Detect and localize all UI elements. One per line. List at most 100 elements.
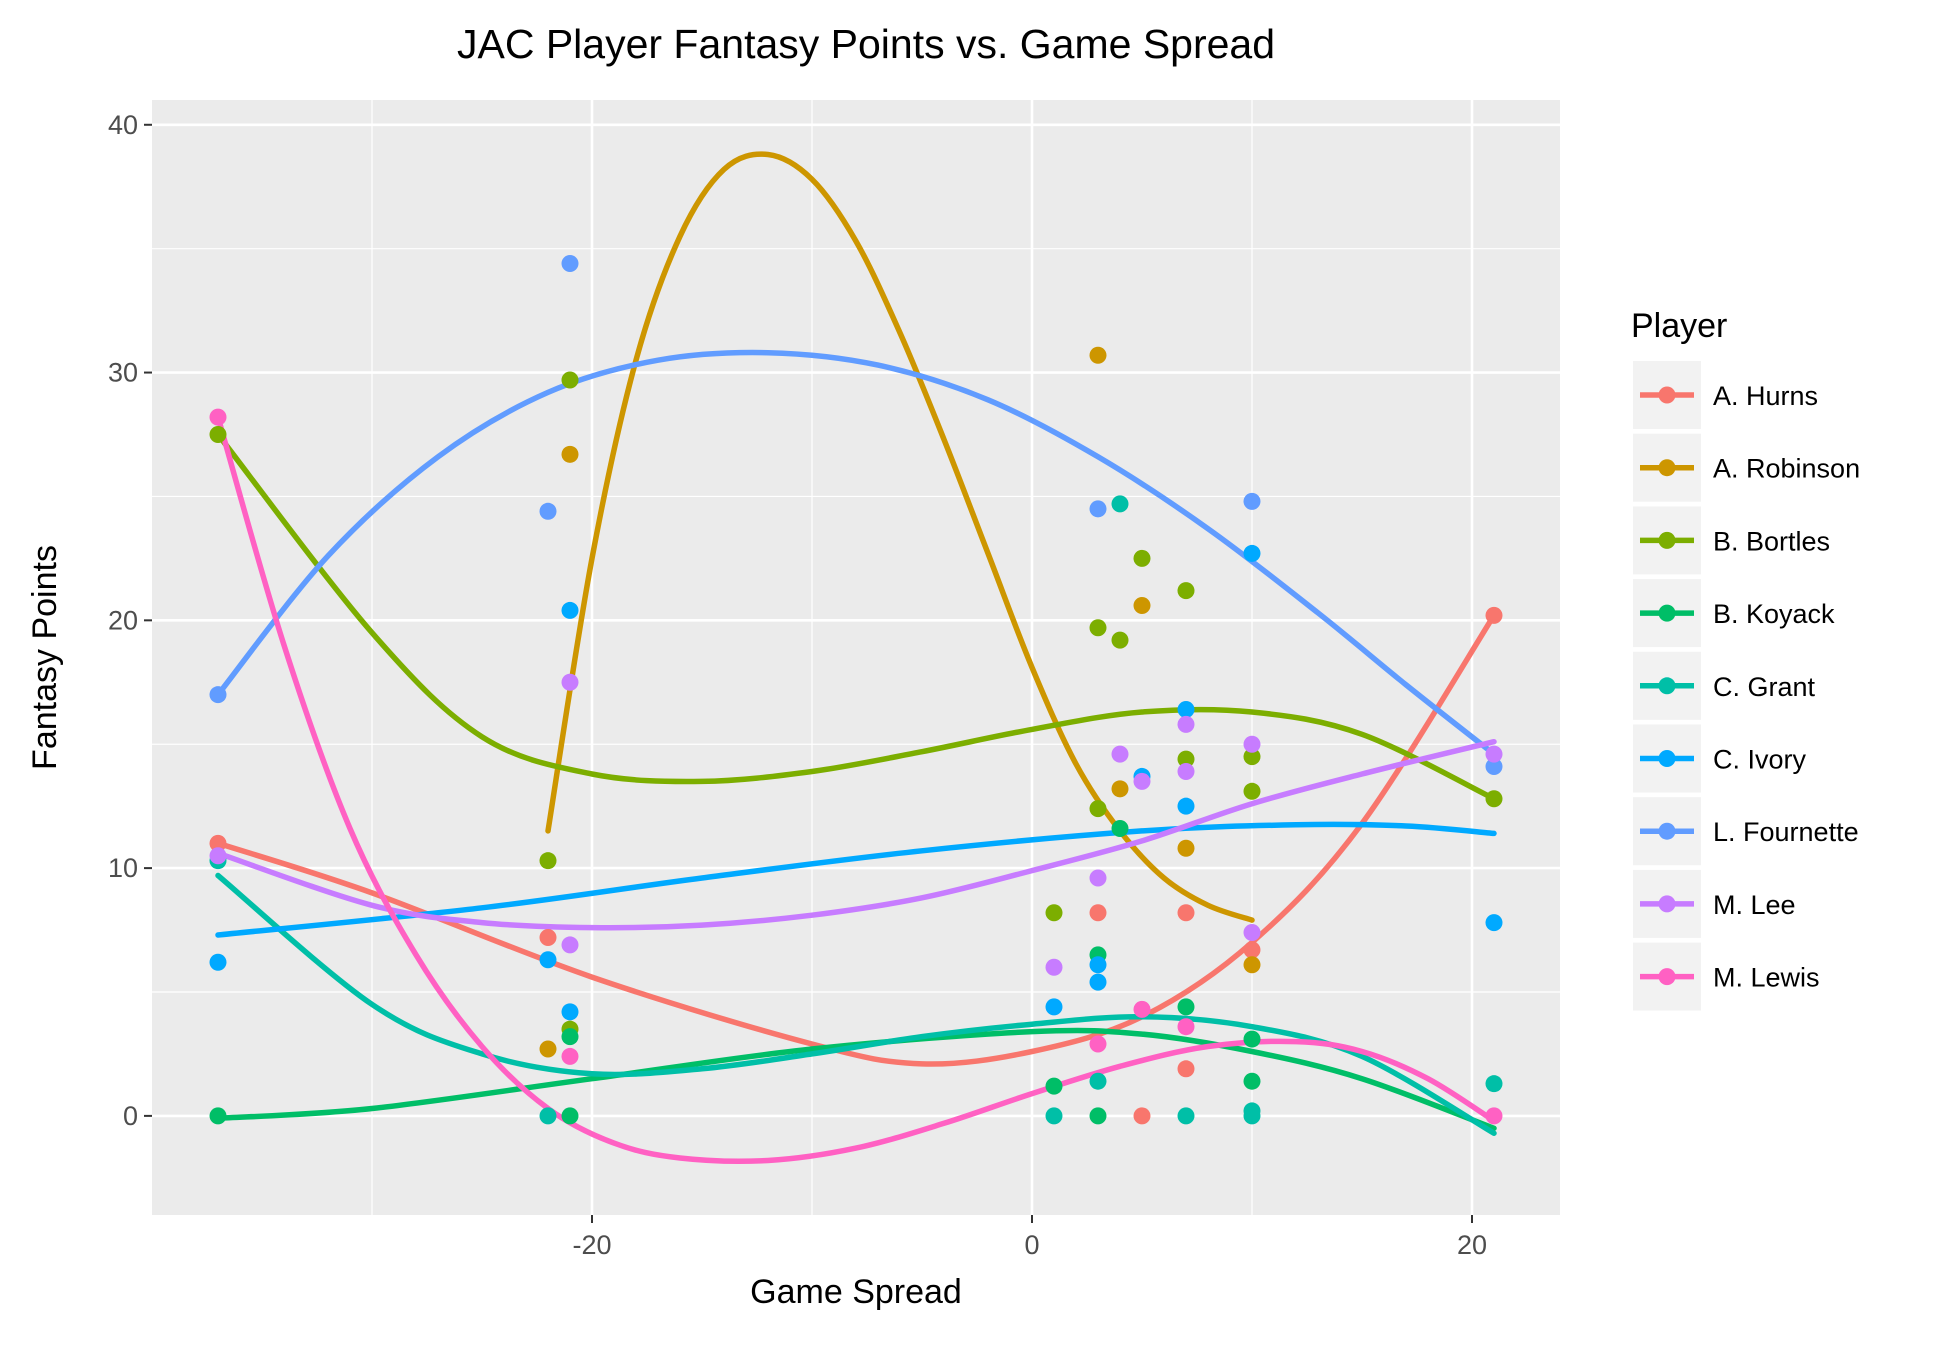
smooth-line-m-lee — [215, 738, 1497, 931]
point-a-robinson — [561, 445, 579, 463]
point-b-bortles — [539, 852, 557, 870]
point-b-bortles — [209, 426, 227, 443]
legend-title: Player — [1631, 307, 1727, 345]
point-m-lewis — [1133, 1000, 1151, 1018]
point-m-lee — [1089, 869, 1107, 887]
point-c-ivory — [1089, 956, 1107, 974]
point-m-lee — [1243, 924, 1261, 942]
legend-label: C. Ivory — [1713, 745, 1807, 775]
legend-item-b-bortles: B. Bortles — [1633, 506, 1830, 575]
chart-title: JAC Player Fantasy Points vs. Game Sprea… — [457, 21, 1275, 67]
point-b-bortles — [1485, 790, 1503, 808]
smooth-line-a-robinson — [545, 151, 1255, 923]
data-points — [209, 255, 1503, 1125]
legend-label: M. Lewis — [1713, 963, 1820, 993]
point-a-robinson — [1111, 780, 1129, 798]
legend-point — [1658, 822, 1676, 840]
point-m-lee — [1111, 745, 1129, 763]
point-b-bortles — [1243, 748, 1261, 766]
point-a-robinson — [1177, 839, 1195, 857]
point-l-fournette — [1089, 500, 1107, 518]
legend-label: M. Lee — [1713, 890, 1796, 920]
point-m-lewis — [561, 1047, 579, 1065]
point-a-robinson — [1243, 956, 1261, 974]
point-c-ivory — [1485, 914, 1503, 932]
point-l-fournette — [1485, 758, 1503, 776]
legend-point — [1658, 531, 1676, 549]
x-tick-label: 0 — [1024, 1230, 1039, 1260]
smooth-line-a-hurns — [215, 612, 1497, 1067]
legend: Player A. Hurns A. Robinson B. Bortles B. K… — [1631, 307, 1860, 1011]
point-c-ivory — [1089, 973, 1107, 991]
point-b-bortles — [1089, 800, 1107, 818]
point-m-lee — [561, 936, 579, 954]
legend-point — [1658, 386, 1676, 404]
x-tick-label: -20 — [572, 1230, 611, 1260]
point-c-ivory — [539, 951, 557, 969]
point-b-koyack — [561, 1107, 579, 1125]
point-a-hurns — [1133, 1107, 1151, 1125]
y-tick-label: 10 — [108, 853, 138, 883]
plot-panel — [152, 100, 1560, 1215]
smooth-line-c-grant — [215, 872, 1497, 1136]
legend-label: B. Bortles — [1713, 526, 1830, 556]
point-m-lee — [1133, 772, 1151, 790]
point-m-lee — [1243, 735, 1261, 753]
legend-point — [1658, 677, 1676, 695]
point-b-bortles — [1243, 782, 1261, 800]
point-m-lee — [1177, 762, 1195, 780]
point-a-robinson — [1133, 596, 1151, 614]
point-l-fournette — [539, 502, 557, 520]
point-b-bortles — [1089, 619, 1107, 637]
point-l-fournette — [561, 255, 579, 273]
point-a-robinson — [539, 1040, 557, 1058]
point-c-grant — [1111, 495, 1129, 513]
legend-label: B. Koyack — [1713, 599, 1835, 629]
point-a-robinson — [1089, 346, 1107, 364]
point-a-hurns — [539, 928, 557, 946]
point-l-fournette — [1243, 492, 1261, 510]
legend-point — [1658, 968, 1676, 986]
point-c-grant — [1177, 1107, 1195, 1125]
point-a-hurns — [209, 834, 227, 852]
legend-label: A. Robinson — [1713, 454, 1860, 484]
axes: 0 10 20 30 40 -20 0 20 — [108, 110, 1487, 1260]
smooth-line-m-lewis — [215, 414, 1497, 1164]
point-c-ivory — [1177, 797, 1195, 815]
point-c-grant — [1243, 1107, 1261, 1125]
legend-item-a-robinson: A. Robinson — [1633, 433, 1860, 502]
point-b-bortles — [1177, 750, 1195, 768]
point-b-koyack — [1111, 819, 1129, 837]
legend-point — [1658, 750, 1676, 767]
legend-label: A. Hurns — [1713, 381, 1818, 411]
legend-label: C. Grant — [1713, 672, 1816, 702]
point-b-koyack — [1177, 998, 1195, 1016]
point-b-koyack — [1243, 1030, 1261, 1048]
legend-point — [1658, 895, 1676, 913]
point-m-lewis — [1177, 1018, 1195, 1036]
legend-label: L. Fournette — [1713, 817, 1859, 847]
point-c-grant — [539, 1107, 557, 1125]
smooth-line-b-koyack — [215, 1027, 1497, 1132]
y-tick-label: 20 — [108, 605, 138, 635]
point-m-lewis — [1485, 1107, 1503, 1125]
smooth-line-c-ivory — [215, 821, 1497, 938]
point-c-ivory — [561, 1003, 579, 1021]
point-c-ivory — [1045, 998, 1063, 1016]
legend-item-m-lee: M. Lee — [1633, 869, 1796, 938]
x-axis-title: Game Spread — [750, 1273, 962, 1311]
point-c-grant — [1485, 1075, 1503, 1093]
legend-item-c-ivory: C. Ivory — [1633, 724, 1807, 793]
point-b-koyack — [209, 1107, 227, 1125]
point-b-bortles — [1111, 631, 1129, 649]
point-b-koyack — [1045, 1077, 1063, 1095]
legend-item-m-lewis: M. Lewis — [1633, 942, 1820, 1011]
point-a-hurns — [1177, 904, 1195, 922]
x-tick-label: 20 — [1457, 1230, 1487, 1260]
point-m-lee — [1045, 958, 1063, 976]
point-c-ivory — [1177, 701, 1195, 719]
point-l-fournette — [209, 686, 227, 704]
point-b-koyack — [1243, 1072, 1261, 1090]
point-a-hurns — [1089, 904, 1107, 922]
